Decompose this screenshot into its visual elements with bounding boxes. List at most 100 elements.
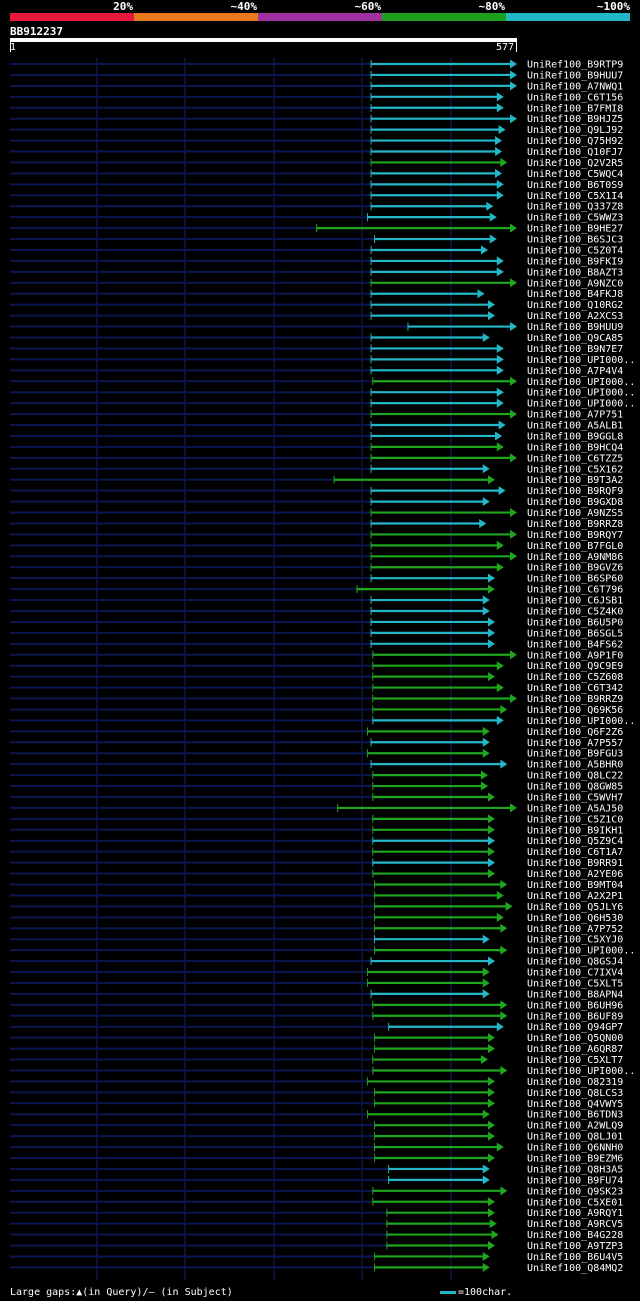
- hit-label[interactable]: UniRef100_C5WQC4: [527, 169, 623, 180]
- hit-label[interactable]: UniRef100_A9RQY1: [527, 1208, 623, 1219]
- hit-label[interactable]: UniRef100_UPI000..: [527, 377, 635, 388]
- hit-label[interactable]: UniRef100_C5WWZ3: [527, 213, 623, 224]
- hit-label[interactable]: UniRef100_UPI000..: [527, 716, 635, 727]
- hit-label[interactable]: UniRef100_Q8LC22: [527, 771, 623, 782]
- hit-label[interactable]: UniRef100_A9NZC0: [527, 278, 623, 289]
- hit-label[interactable]: UniRef100_C6T156: [527, 92, 623, 103]
- hit-label[interactable]: UniRef100_B4FKJ8: [527, 289, 623, 300]
- hit-row[interactable]: UniRef100_Q10RG2: [10, 300, 623, 311]
- hit-label[interactable]: UniRef100_Q69K56: [527, 705, 623, 716]
- hit-row[interactable]: UniRef100_Q75H92: [10, 136, 623, 147]
- hit-row[interactable]: UniRef100_A9RCV5: [10, 1219, 623, 1230]
- hit-row[interactable]: UniRef100_A5AJ50: [10, 803, 623, 814]
- hit-row[interactable]: UniRef100_Q9CA85: [10, 333, 623, 344]
- hit-row[interactable]: UniRef100_Q8H3A5: [10, 1164, 623, 1175]
- hit-label[interactable]: UniRef100_Q75H92: [527, 136, 623, 147]
- hit-row[interactable]: UniRef100_B4FS62: [10, 639, 623, 650]
- hit-row[interactable]: UniRef100_A2YE06: [10, 869, 623, 880]
- hit-row[interactable]: UniRef100_B6UF89: [10, 1011, 623, 1022]
- hit-row[interactable]: UniRef100_A9NZS5: [10, 508, 623, 519]
- hit-row[interactable]: UniRef100_C5XYJ0: [10, 934, 623, 946]
- hit-row[interactable]: UniRef100_Q5JLY6: [10, 901, 623, 913]
- hit-label[interactable]: UniRef100_A2XCS3: [527, 311, 623, 322]
- hit-row[interactable]: UniRef100_C6TZZ5: [10, 453, 623, 464]
- hit-row[interactable]: UniRef100_B7FMI8: [10, 103, 623, 114]
- hit-label[interactable]: UniRef100_Q9CA85: [527, 333, 623, 344]
- hit-row[interactable]: UniRef100_A6QR87: [10, 1044, 623, 1055]
- hit-row[interactable]: UniRef100_Q6H530: [10, 912, 623, 924]
- hit-label[interactable]: UniRef100_C7IXV4: [527, 968, 623, 979]
- hit-label[interactable]: UniRef100_C5Z1C0: [527, 814, 623, 825]
- hit-row[interactable]: UniRef100_UPI000..: [10, 945, 635, 957]
- hit-row[interactable]: UniRef100_B6SJC3: [10, 234, 623, 246]
- hit-row[interactable]: UniRef100_B6U4V5: [10, 1251, 623, 1263]
- hit-label[interactable]: UniRef100_Q4VWY5: [527, 1099, 623, 1110]
- hit-label[interactable]: UniRef100_B9GGL8: [527, 431, 623, 442]
- hit-row[interactable]: UniRef100_Q84MQ2: [10, 1262, 623, 1274]
- hit-label[interactable]: UniRef100_B9GXD8: [527, 497, 623, 508]
- hit-row[interactable]: UniRef100_A7NWQ1: [10, 81, 623, 92]
- hit-row[interactable]: UniRef100_B6T0S9: [10, 179, 623, 191]
- hit-row[interactable]: UniRef100_B9RRZ9: [10, 694, 623, 705]
- hit-row[interactable]: UniRef100_UPI000..: [10, 354, 635, 366]
- hit-label[interactable]: UniRef100_B9RQY7: [527, 530, 623, 541]
- hit-row[interactable]: UniRef100_Q6NNH0: [10, 1142, 623, 1154]
- hit-label[interactable]: UniRef100_B9FKI9: [527, 256, 623, 267]
- hit-row[interactable]: UniRef100_B9HUU9: [10, 322, 623, 333]
- hit-label[interactable]: UniRef100_Q9LJ92: [527, 125, 623, 136]
- hit-row[interactable]: UniRef100_B6TDN3: [10, 1109, 623, 1121]
- hit-label[interactable]: UniRef100_Q84MQ2: [527, 1263, 623, 1274]
- hit-label[interactable]: UniRef100_C6JSB1: [527, 596, 623, 607]
- hit-row[interactable]: UniRef100_Q8LC22: [10, 770, 623, 782]
- hit-row[interactable]: UniRef100_B6SGL5: [10, 628, 623, 639]
- hit-label[interactable]: UniRef100_Q8GSJ4: [527, 957, 623, 968]
- hit-row[interactable]: UniRef100_Q9LJ92: [10, 125, 623, 136]
- hit-label[interactable]: UniRef100_Q9C9E9: [527, 661, 623, 672]
- hit-row[interactable]: UniRef100_A9TZP3: [10, 1241, 623, 1252]
- hit-label[interactable]: UniRef100_C6T1A7: [527, 847, 623, 858]
- hit-label[interactable]: UniRef100_C5XE01: [527, 1197, 623, 1208]
- hit-row[interactable]: UniRef100_C5XLT7: [10, 1055, 623, 1066]
- hit-label[interactable]: UniRef100_B4FS62: [527, 639, 623, 650]
- hit-label[interactable]: UniRef100_B6UF89: [527, 1011, 623, 1022]
- hit-label[interactable]: UniRef100_O82319: [527, 1077, 623, 1088]
- hit-row[interactable]: UniRef100_C6T342: [10, 683, 623, 694]
- hit-label[interactable]: UniRef100_A7P557: [527, 738, 623, 749]
- hit-label[interactable]: UniRef100_A5AJ50: [527, 803, 623, 814]
- hit-row[interactable]: UniRef100_B9FKI9: [10, 256, 623, 267]
- hit-label[interactable]: UniRef100_B9EZM6: [527, 1154, 623, 1165]
- hit-row[interactable]: UniRef100_B9RR91: [10, 858, 623, 869]
- hit-row[interactable]: UniRef100_C5WQC4: [10, 168, 623, 180]
- hit-label[interactable]: UniRef100_B9RTP9: [527, 60, 623, 71]
- hit-row[interactable]: UniRef100_B9HE27: [10, 223, 623, 235]
- hit-label[interactable]: UniRef100_B9T3A2: [527, 475, 623, 486]
- hit-row[interactable]: UniRef100_B9RRZ8: [10, 518, 623, 530]
- hit-row[interactable]: UniRef100_B9GVZ6: [10, 562, 623, 574]
- hit-row[interactable]: UniRef100_A7P751: [10, 409, 623, 421]
- hit-label[interactable]: UniRef100_Q6NNH0: [527, 1143, 623, 1154]
- hit-row[interactable]: UniRef100_Q69K56: [10, 704, 623, 716]
- hit-row[interactable]: UniRef100_A9RQY1: [10, 1208, 623, 1219]
- hit-row[interactable]: UniRef100_UPI000..: [10, 1065, 635, 1077]
- hit-row[interactable]: UniRef100_C5X1I4: [10, 190, 623, 202]
- hit-row[interactable]: UniRef100_C5Z0T4: [10, 245, 623, 256]
- hit-label[interactable]: UniRef100_Q8LJ01: [527, 1132, 623, 1143]
- hit-label[interactable]: UniRef100_C5Z608: [527, 672, 623, 683]
- hit-label[interactable]: UniRef100_Q5QN00: [527, 1033, 623, 1044]
- hit-label[interactable]: UniRef100_C5X1I4: [527, 191, 623, 202]
- hit-row[interactable]: UniRef100_UPI000..: [10, 398, 635, 410]
- hit-row[interactable]: UniRef100_Q5QN00: [10, 1033, 623, 1044]
- hit-label[interactable]: UniRef100_Q8H3A5: [527, 1164, 623, 1175]
- hit-row[interactable]: UniRef100_C5XLT5: [10, 978, 623, 989]
- hit-label[interactable]: UniRef100_B9RQF9: [527, 486, 623, 497]
- hit-label[interactable]: UniRef100_UPI000..: [527, 355, 635, 366]
- hit-row[interactable]: UniRef100_O82319: [10, 1076, 623, 1088]
- hit-label[interactable]: UniRef100_Q6F2Z6: [527, 727, 623, 738]
- hit-row[interactable]: UniRef100_C7IXV4: [10, 967, 623, 979]
- hit-row[interactable]: UniRef100_UPI000..: [10, 376, 635, 388]
- hit-row[interactable]: UniRef100_Q8LJ01: [10, 1131, 623, 1143]
- hit-row[interactable]: UniRef100_B6UH96: [10, 1000, 623, 1011]
- hit-row[interactable]: UniRef100_B9MT04: [10, 880, 623, 891]
- hit-row[interactable]: UniRef100_C5XE01: [10, 1197, 623, 1208]
- hit-label[interactable]: UniRef100_C5XYJ0: [527, 935, 623, 946]
